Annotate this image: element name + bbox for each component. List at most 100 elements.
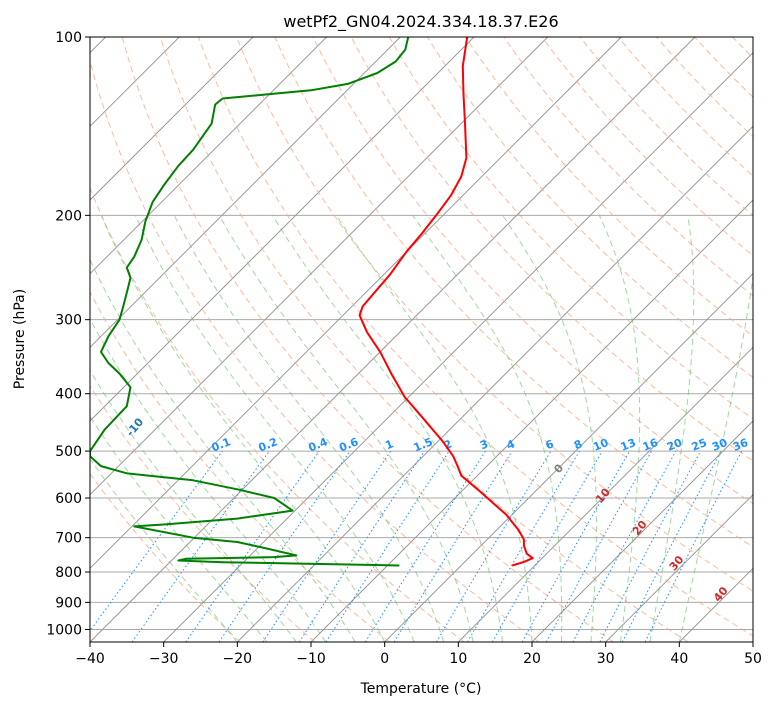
dry-adiabat-340	[274, 37, 753, 548]
dry-adiabat-470	[771, 37, 775, 642]
isotherm--90	[90, 37, 328, 275]
x-tick-label: −20	[223, 651, 253, 667]
isotherm--10	[310, 199, 753, 642]
temperature-profile	[358, 37, 534, 567]
mixing-ratio-label: 0.2	[257, 435, 280, 454]
mixing-ratio-label: 25	[690, 436, 709, 454]
y-tick-label: 600	[55, 491, 82, 507]
moist-adiabat-32	[598, 215, 641, 642]
isotherm-40	[678, 567, 753, 642]
mixing-ratio-line	[90, 450, 223, 632]
dry-adiabat-430	[617, 37, 753, 177]
isotherm--100	[90, 37, 254, 201]
isotherm-50	[752, 641, 753, 642]
moist-adiabats	[90, 215, 753, 642]
moist-adiabat--8	[90, 317, 327, 642]
mixing-ratio-label: 30	[710, 436, 729, 454]
dry-adiabat-350	[312, 37, 753, 505]
moist-adiabat-0	[100, 215, 386, 642]
isotherm--50	[90, 37, 622, 570]
moist-adiabat-24	[412, 215, 563, 642]
chart-title: wetPf2_GN04.2024.334.18.37.E26	[283, 12, 558, 32]
y-tick-label: 100	[55, 30, 82, 46]
isotherm-0	[384, 272, 753, 642]
dry-adiabat-440	[656, 37, 753, 138]
y-tick-label: 300	[55, 313, 82, 329]
mixing-ratio-line	[644, 450, 743, 642]
dry-adiabat-380	[426, 37, 753, 378]
mixing-ratio-line	[393, 450, 513, 642]
dry-adiabat-270	[90, 291, 390, 642]
dry-adiabat-450	[694, 37, 753, 98]
mixing-ratio-label: 36	[731, 436, 750, 454]
x-tick-label: 40	[670, 651, 688, 667]
dry-adiabat-290	[90, 59, 540, 642]
y-axis-label: Pressure (hPa)	[12, 289, 28, 389]
mixing-ratio-line	[325, 450, 450, 642]
mixing-ratio-line	[572, 450, 677, 642]
x-tick-label: 10	[449, 651, 467, 667]
x-axis: −40 −30 −20 −10 0 10 20 30 40 50	[75, 642, 762, 667]
mixing-ratio-label: 1.5	[412, 435, 435, 454]
dry-adiabat-250	[90, 472, 241, 642]
mixing-ratio-label: 4	[505, 437, 517, 452]
dry-adiabat-360	[350, 37, 753, 462]
dry-adiabat-390	[465, 37, 753, 337]
isotherm--20	[236, 125, 753, 642]
x-tick-label: 50	[744, 651, 762, 667]
plot-frame	[89, 36, 754, 643]
dry-adiabat-370	[388, 37, 753, 420]
dry-adiabat-300	[121, 37, 614, 642]
x-tick-label: 20	[523, 651, 541, 667]
mixing-ratio-label: 20	[665, 436, 684, 454]
moist-adiabat-label: 20	[630, 518, 650, 538]
x-tick-label: −10	[296, 651, 326, 667]
mixing-ratio-label: 1	[383, 437, 395, 452]
moist-adiabat--4	[90, 258, 356, 642]
mixing-ratio-label: 6	[544, 437, 556, 452]
dry-adiabat-310	[159, 37, 689, 642]
y-axis: 100 200 300 400 500 600 700 800 900 1000	[46, 30, 90, 638]
y-tick-label: 200	[55, 208, 82, 224]
isotherm--40	[90, 37, 696, 642]
y-tick-label: 800	[55, 565, 82, 581]
y-tick-label: 900	[55, 595, 82, 611]
mixing-ratio-line	[521, 450, 630, 642]
moist-adiabat--12	[90, 369, 297, 642]
mixing-ratio-label: 0.1	[210, 435, 233, 454]
sounding-series	[90, 37, 534, 567]
mixing-ratio-label: 0.6	[337, 435, 360, 454]
x-tick-label: 30	[597, 651, 615, 667]
mixing-ratio-line	[545, 450, 653, 642]
dewpoint-profile	[90, 37, 410, 567]
y-tick-label: 1000	[46, 622, 82, 638]
moist-adiabat-20	[335, 215, 533, 642]
mixing-ratio-label: 0.4	[307, 435, 330, 454]
dry-adiabat-260	[90, 384, 316, 642]
mixing-ratio-label: 16	[641, 436, 660, 454]
y-tick-label: 500	[55, 444, 82, 460]
moist-adiabat-12	[218, 215, 474, 642]
dry-adiabat-400	[503, 37, 753, 297]
dry-adiabat-330	[236, 37, 753, 592]
dry-adiabat-410	[541, 37, 753, 257]
isotherm--70	[90, 37, 475, 422]
x-tick-label: −30	[149, 651, 179, 667]
moist-adiabat-label: 30	[667, 553, 687, 573]
isotherm--80	[90, 37, 401, 349]
dry-adiabat-460	[732, 37, 753, 59]
mixing-ratio-label: 10	[591, 436, 610, 454]
isotherm-30	[605, 493, 753, 642]
isotherm-20	[531, 420, 753, 642]
mixing-ratio-line	[131, 450, 270, 642]
y-tick-label: 400	[55, 387, 82, 403]
mixing-ratio-line	[185, 450, 320, 642]
moist-adiabat-40	[678, 272, 753, 642]
mixing-ratio-label: 2	[442, 437, 454, 452]
dry-adiabat-label: -10	[124, 415, 147, 439]
x-tick-label: 0	[380, 651, 389, 667]
moist-adiabat-8	[173, 215, 445, 642]
